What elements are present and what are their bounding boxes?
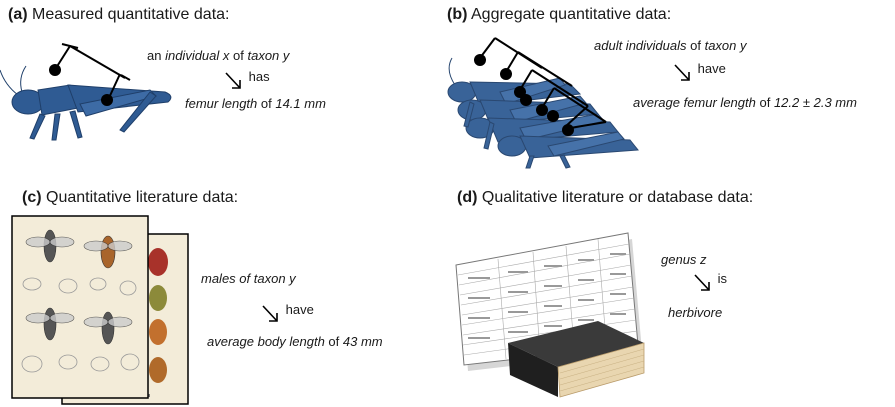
down-right-arrow-icon [260,303,282,325]
panel-a-subject-em: individual x [165,48,229,63]
panel-a-subject: an individual x of taxon y [147,48,289,64]
panel-a-title: (a) Measured quantitative data: [8,6,229,24]
panel-d-letter: (d) [457,189,477,206]
panel-d-verb: is [718,271,727,286]
panel-b-subject-mid: of [687,38,705,53]
panel-a-verb: has [249,69,270,84]
panel-b-verb: have [698,61,726,76]
panel-c-subject-em: males of taxon y [201,271,296,286]
panel-a-object-em2: 14.1 mm [275,96,326,111]
panel-c-object-mid: of [325,334,343,349]
panel-c-subject: males of taxon y [201,271,296,287]
down-right-arrow-icon [223,70,245,92]
panel-d-subject-em: genus z [661,252,707,267]
panel-a-subject-em2: taxon y [247,48,289,63]
panel-a-title-text: Measured quantitative data: [32,6,229,23]
panel-c-object: average body length of 43 mm [207,334,383,350]
panel-a-object: femur length of 14.1 mm [185,96,326,112]
panel-d-object: herbivore [668,305,722,321]
panel-c-title: (c) Quantitative literature data: [22,189,238,207]
panel-b-title: (b) Aggregate quantitative data: [447,6,671,24]
panel-c-object-em2: 43 mm [343,334,383,349]
panel-d-object-em: herbivore [668,305,722,320]
database-and-book-illustration [448,225,653,403]
panel-d-title-text: Qualitative literature or database data: [482,189,753,206]
panel-b-subject-em: adult individuals [594,38,687,53]
panel-b-subject: adult individuals of taxon y [594,38,747,54]
panel-d-verb-row: is [692,272,727,294]
panel-c-object-em: average body length [207,334,325,349]
panel-a-verb-row: has [223,70,270,92]
panel-c-title-text: Quantitative literature data: [46,189,238,206]
panel-b-letter: (b) [447,6,467,23]
panel-a-object-em: femur length [185,96,257,111]
literature-plates-illustration [10,212,200,407]
panel-b-title-text: Aggregate quantitative data: [471,6,671,23]
panel-a-subject-mid: of [229,48,247,63]
down-right-arrow-icon [692,272,714,294]
panel-c-verb-row: have [260,303,314,325]
panel-b-subject-em2: taxon y [705,38,747,53]
panel-b-object-em2: 12.2 ± 2.3 mm [774,95,857,110]
panel-c-letter: (c) [22,189,42,206]
panel-c-verb: have [286,302,314,317]
panel-b-object: average femur length of 12.2 ± 2.3 mm [633,95,857,111]
panel-a-statement: an individual x of taxon y [147,48,289,64]
down-right-arrow-icon [672,62,694,84]
panel-b-object-mid: of [756,95,774,110]
panel-a-letter: (a) [8,6,28,23]
panel-b-verb-row: have [672,62,726,84]
panel-d-title: (d) Qualitative literature or database d… [457,189,753,207]
panel-b-object-em: average femur length [633,95,756,110]
panel-a-subject-prefix: an [147,48,165,63]
panel-d-subject: genus z [661,252,707,268]
panel-a-object-mid: of [257,96,275,111]
